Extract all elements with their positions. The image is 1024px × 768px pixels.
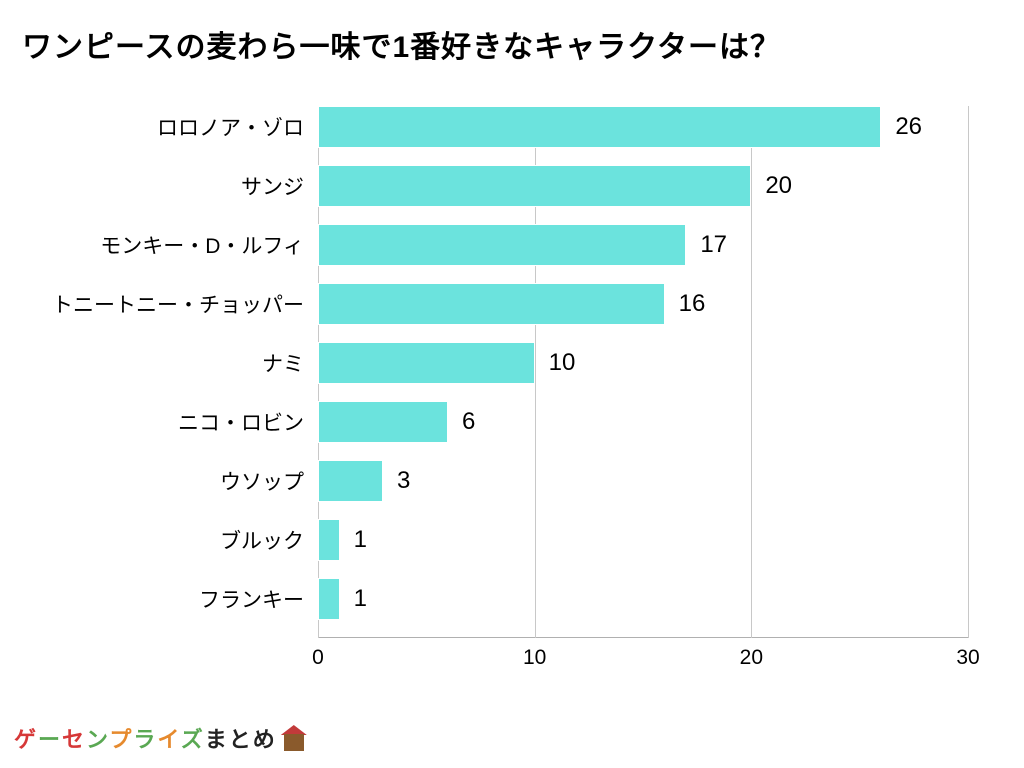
- logo-segment: ズ: [181, 727, 205, 752]
- chart-plot: 0102030ロロノア・ゾロ26サンジ20モンキー・D・ルフィ17トニートニー・…: [318, 106, 968, 638]
- bar: [318, 224, 686, 266]
- bar-value: 26: [881, 113, 922, 141]
- bar-row: ウソップ3: [318, 460, 968, 502]
- xtick-label: 30: [956, 646, 979, 670]
- footer-logo: ゲーセンプライズまとめ: [14, 722, 307, 754]
- bar-row: ナミ10: [318, 342, 968, 384]
- logo-segment: ー: [38, 727, 62, 752]
- bar-value: 17: [686, 231, 727, 259]
- bar: [318, 283, 665, 325]
- logo-segment: ン: [86, 727, 109, 752]
- xtick-label: 10: [523, 646, 546, 670]
- logo-segment: ゲ: [14, 727, 38, 752]
- bar-row: ブルック1: [318, 519, 968, 561]
- bar-value: 20: [751, 172, 792, 200]
- bar-row: トニートニー・チョッパー16: [318, 283, 968, 325]
- bar-value: 16: [665, 290, 706, 318]
- gridline: [968, 106, 969, 638]
- category-label: フランキー: [199, 584, 318, 614]
- shop-icon: [281, 725, 307, 751]
- category-label: ブルック: [220, 525, 318, 555]
- logo-segment: セ: [62, 727, 86, 752]
- bar: [318, 519, 340, 561]
- bar: [318, 578, 340, 620]
- category-label: ニコ・ロビン: [178, 407, 318, 437]
- category-label: ナミ: [262, 348, 318, 378]
- bar-row: サンジ20: [318, 165, 968, 207]
- bar-value: 1: [340, 526, 367, 554]
- logo-segment: ラ: [133, 727, 157, 752]
- bar: [318, 165, 751, 207]
- category-label: ロロノア・ゾロ: [157, 112, 318, 142]
- chart-title: ワンピースの麦わら一味で1番好きなキャラクターは？: [22, 22, 781, 66]
- logo-segment: プ: [109, 727, 133, 752]
- bar-row: フランキー1: [318, 578, 968, 620]
- bar: [318, 342, 535, 384]
- category-label: ウソップ: [220, 466, 318, 496]
- x-axis: [318, 637, 968, 638]
- bar-value: 3: [383, 467, 410, 495]
- bar-row: モンキー・D・ルフィ17: [318, 224, 968, 266]
- category-label: トニートニー・チョッパー: [52, 289, 318, 319]
- bar: [318, 106, 881, 148]
- bar-value: 1: [340, 585, 367, 613]
- category-label: サンジ: [241, 171, 318, 201]
- xtick-label: 0: [312, 646, 324, 670]
- bar-row: ロロノア・ゾロ26: [318, 106, 968, 148]
- bar: [318, 460, 383, 502]
- category-label: モンキー・D・ルフィ: [100, 230, 318, 260]
- chart-area: 0102030ロロノア・ゾロ26サンジ20モンキー・D・ルフィ17トニートニー・…: [60, 100, 980, 680]
- bar-value: 6: [448, 408, 475, 436]
- bar-value: 10: [535, 349, 576, 377]
- bar-row: ニコ・ロビン6: [318, 401, 968, 443]
- logo-segment: イ: [157, 727, 180, 752]
- logo-segment: まとめ: [205, 727, 277, 752]
- xtick-label: 20: [740, 646, 763, 670]
- bar: [318, 401, 448, 443]
